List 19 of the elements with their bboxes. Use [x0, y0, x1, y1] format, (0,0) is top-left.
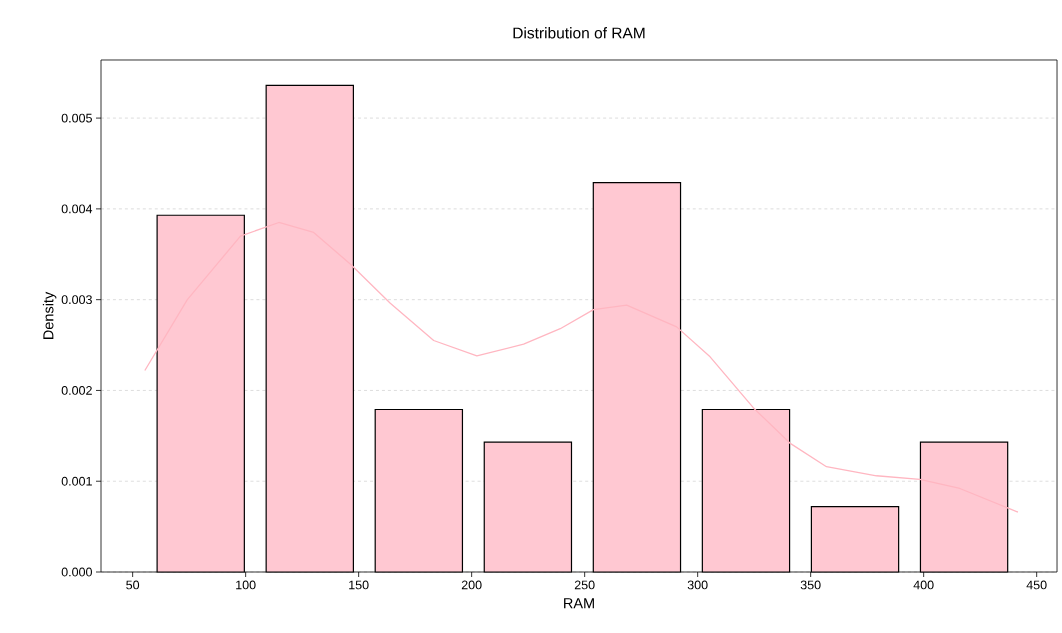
x-tick-label: 350: [800, 580, 821, 590]
y-tick-label: 0.002: [61, 386, 92, 395]
x-tick-label: 300: [687, 580, 708, 590]
y-axis-title: Density: [42, 291, 57, 339]
line-series: [144, 221, 1019, 513]
x-tick-label: 50: [126, 580, 140, 590]
y-tick-label: 0.001: [61, 476, 92, 486]
x-tick-label: 450: [1026, 580, 1047, 590]
x-tick-label: 200: [461, 580, 482, 590]
y-tick-label: 0.005: [61, 113, 92, 123]
x-tick-label: 150: [349, 580, 369, 590]
y-tick-label: 0.003: [61, 295, 92, 305]
x-tick-label: 250: [574, 580, 595, 590]
x-tick-label: 400: [913, 580, 934, 590]
x-tick-label: 100: [236, 580, 256, 590]
y-tick-label: 0.004: [61, 204, 93, 214]
x-axis-title: RAM: [564, 598, 594, 609]
y-tick-label: 0.000: [61, 567, 92, 577]
chart-title: Distribution of RAM: [513, 27, 645, 39]
